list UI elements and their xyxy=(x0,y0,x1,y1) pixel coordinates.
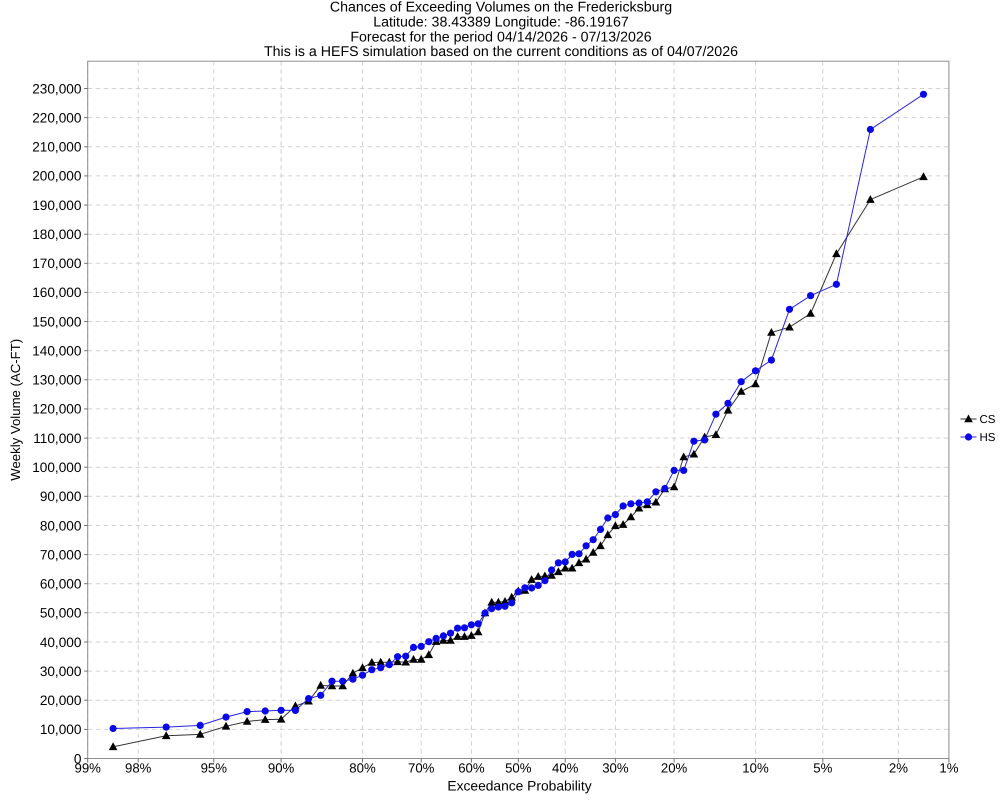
svg-text:120,000: 120,000 xyxy=(32,402,82,417)
svg-text:160,000: 160,000 xyxy=(32,285,82,300)
svg-text:60%: 60% xyxy=(458,761,485,776)
svg-text:CS: CS xyxy=(980,414,996,426)
svg-text:30%: 30% xyxy=(602,761,629,776)
svg-text:2%: 2% xyxy=(889,761,908,776)
svg-text:95%: 95% xyxy=(201,761,228,776)
svg-text:130,000: 130,000 xyxy=(32,373,82,388)
svg-text:70,000: 70,000 xyxy=(40,547,82,562)
svg-text:220,000: 220,000 xyxy=(32,110,82,125)
svg-text:Exceedance Probability: Exceedance Probability xyxy=(447,779,591,794)
svg-text:60,000: 60,000 xyxy=(40,577,82,592)
svg-text:200,000: 200,000 xyxy=(32,169,82,184)
svg-text:30,000: 30,000 xyxy=(40,664,82,679)
svg-text:150,000: 150,000 xyxy=(32,314,82,329)
svg-text:100,000: 100,000 xyxy=(32,460,82,475)
svg-text:0: 0 xyxy=(74,751,82,766)
svg-text:10%: 10% xyxy=(742,761,769,776)
svg-text:110,000: 110,000 xyxy=(33,431,82,446)
svg-text:HS: HS xyxy=(980,432,996,444)
svg-text:140,000: 140,000 xyxy=(32,344,82,359)
svg-text:40%: 40% xyxy=(552,761,579,776)
svg-text:Chances of Exceeding Volumes o: Chances of Exceeding Volumes on the Fred… xyxy=(330,0,672,16)
svg-text:50%: 50% xyxy=(505,761,532,776)
svg-text:180,000: 180,000 xyxy=(32,227,82,242)
svg-text:Latitude: 38.43389 Longitude:: Latitude: 38.43389 Longitude: -86.19167 xyxy=(373,15,629,31)
svg-text:80,000: 80,000 xyxy=(40,518,82,533)
svg-text:90%: 90% xyxy=(268,761,295,776)
svg-text:99%: 99% xyxy=(74,761,101,776)
svg-text:90,000: 90,000 xyxy=(40,489,82,504)
svg-text:230,000: 230,000 xyxy=(32,81,82,96)
svg-text:This is a HEFS simulation base: This is a HEFS simulation based on the c… xyxy=(264,44,738,60)
svg-text:50,000: 50,000 xyxy=(40,606,82,621)
svg-text:40,000: 40,000 xyxy=(40,635,82,650)
svg-text:80%: 80% xyxy=(349,761,376,776)
svg-text:170,000: 170,000 xyxy=(32,256,82,271)
svg-text:5%: 5% xyxy=(813,761,832,776)
svg-text:210,000: 210,000 xyxy=(32,140,82,155)
svg-text:190,000: 190,000 xyxy=(32,198,82,213)
svg-text:20,000: 20,000 xyxy=(40,693,82,708)
svg-text:1%: 1% xyxy=(939,761,958,776)
svg-text:Weekly Volume (AC-FT): Weekly Volume (AC-FT) xyxy=(8,339,23,481)
svg-text:70%: 70% xyxy=(408,761,435,776)
svg-text:20%: 20% xyxy=(661,761,688,776)
svg-text:98%: 98% xyxy=(125,761,152,776)
svg-text:10,000: 10,000 xyxy=(40,722,82,737)
svg-text:Forecast for the period 04/14/: Forecast for the period 04/14/2026 - 07/… xyxy=(350,29,651,45)
